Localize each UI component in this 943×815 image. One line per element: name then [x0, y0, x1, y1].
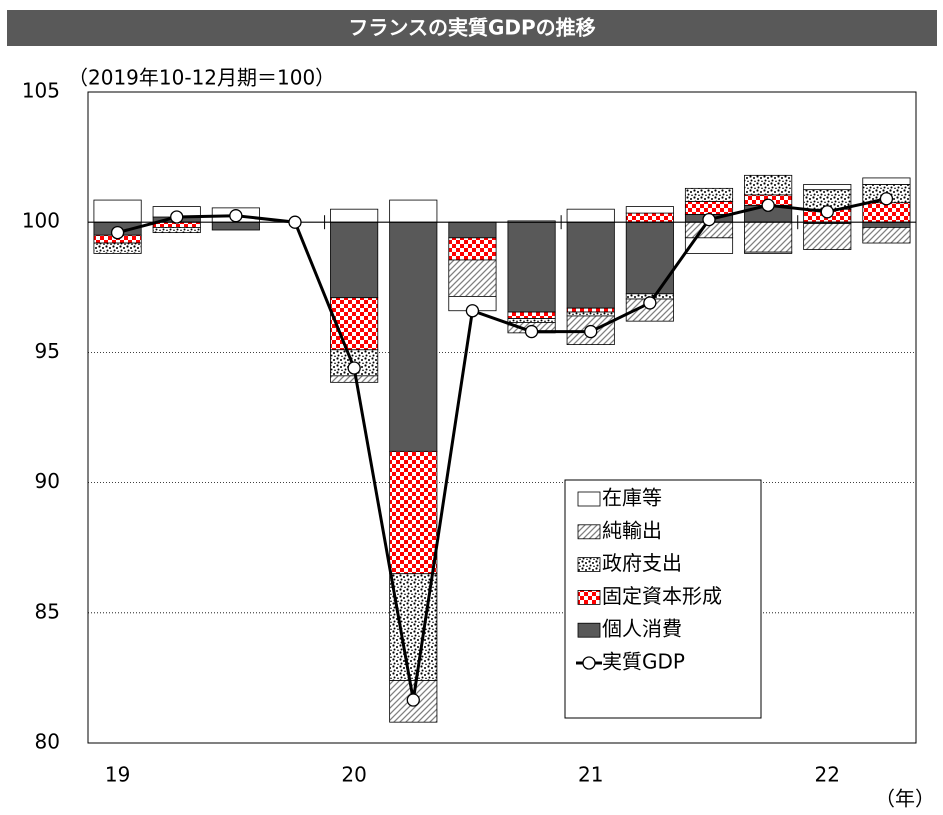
y-tick-label: 85: [35, 599, 60, 623]
bar-segment: [684, 200, 734, 215]
bar-segment: [625, 212, 674, 223]
bar-segment: [389, 221, 438, 452]
bar-segment: [862, 227, 911, 244]
bar-segment: [93, 242, 142, 254]
legend-swatch: [577, 557, 601, 572]
line-point: [288, 215, 302, 229]
legend-label: 純輸出: [602, 518, 662, 542]
line-point: [170, 210, 184, 224]
bar-segment: [211, 221, 260, 231]
line-point: [643, 296, 657, 310]
legend-label: 実質GDP: [602, 650, 685, 674]
subtitle: （2019年10-12月期＝100）: [68, 66, 335, 90]
bar-segment: [330, 208, 379, 223]
legend-label: 固定資本形成: [602, 584, 722, 608]
x-tick-label: 21: [578, 763, 603, 787]
title-bar: [7, 10, 937, 46]
bar-segment: [625, 221, 674, 295]
line-point: [110, 225, 125, 240]
x-tick-label: 22: [815, 763, 840, 787]
legend-label: 政府支出: [602, 551, 682, 575]
bar-segment: [448, 221, 497, 239]
bar-segment: [744, 174, 793, 196]
line-point: [879, 192, 894, 206]
x-axis-label: （年）: [875, 787, 935, 811]
legend-marker: [582, 656, 596, 670]
line-point: [820, 205, 834, 219]
legend-swatch: [577, 622, 601, 638]
legend-swatch: [577, 524, 601, 540]
legend-label: 個人消費: [602, 617, 682, 641]
y-tick-label: 90: [35, 469, 60, 493]
line-point: [584, 324, 598, 339]
x-tick-label: 20: [341, 763, 366, 787]
line-point: [229, 209, 243, 223]
bar-segment: [744, 251, 793, 254]
bar-segment: [803, 223, 852, 250]
bar-segment: [389, 450, 438, 575]
bar-segment: [330, 375, 379, 383]
line-point: [406, 693, 420, 707]
line-point: [761, 198, 775, 212]
bar-segment: [566, 208, 615, 223]
bar-segment: [566, 311, 615, 317]
y-tick-label: 95: [35, 339, 60, 363]
bar-segment: [744, 221, 793, 253]
bar-segment: [448, 259, 497, 297]
line-point: [465, 304, 480, 318]
bar-segment: [803, 184, 852, 191]
y-tick-label: 80: [35, 730, 60, 754]
y-tick-label: 100: [22, 209, 60, 233]
bar-segment: [566, 221, 615, 309]
line-point: [524, 324, 539, 339]
bar-segment: [448, 237, 497, 261]
bar-segment: [389, 199, 438, 223]
y-tick-label: 105: [22, 79, 60, 103]
bar-segment: [507, 311, 556, 319]
x-tick-label: 19: [105, 763, 130, 787]
bar-segment: [862, 177, 911, 185]
bar-segment: [684, 237, 734, 254]
bar-segment: [330, 297, 379, 351]
bar-segment: [507, 318, 556, 323]
line-point: [347, 361, 361, 375]
bar-segment: [93, 199, 142, 223]
bar-segment: [507, 221, 556, 313]
bar-segment: [684, 187, 734, 202]
bar-segment: [862, 221, 911, 228]
plot-border: [87, 91, 917, 744]
legend-swatch: [577, 590, 601, 605]
line-point: [702, 212, 716, 227]
bar-segment: [566, 307, 615, 313]
bar-segment: [330, 221, 379, 299]
bar-segment: [152, 227, 201, 234]
chart-title: フランスの実質GDPの推移: [348, 16, 595, 40]
legend-swatch: [577, 491, 601, 507]
legend-label: 在庫等: [602, 486, 662, 510]
line-series: [117, 197, 887, 701]
bar-segment: [862, 202, 911, 223]
bar-segment: [625, 206, 674, 214]
